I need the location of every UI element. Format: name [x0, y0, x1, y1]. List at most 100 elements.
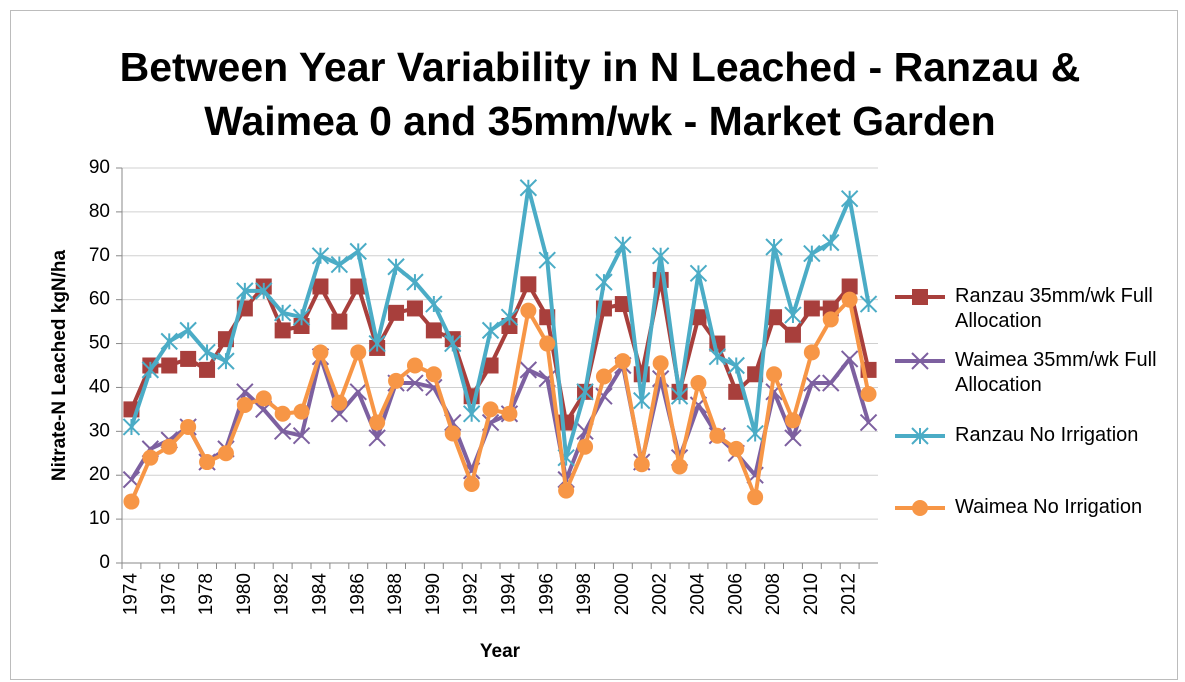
marker: [293, 403, 310, 420]
marker: [747, 489, 764, 506]
marker: [274, 405, 291, 422]
marker: [859, 413, 878, 432]
x-tick-label: 1994: [498, 573, 519, 616]
marker: [312, 278, 329, 295]
x-tick-label: 1998: [574, 573, 595, 615]
marker: [538, 251, 556, 269]
marker: [841, 278, 858, 295]
marker: [406, 357, 423, 374]
x-tick-label: 1974: [120, 573, 141, 616]
marker: [840, 190, 859, 208]
marker: [349, 383, 367, 401]
legend-label: Ranzau No Irrigation: [955, 424, 1139, 446]
marker: [444, 334, 462, 353]
y-tick-label: 50: [89, 333, 110, 354]
x-tick-label: 2000: [612, 573, 633, 615]
marker: [728, 440, 745, 457]
y-tick-label: 30: [89, 420, 110, 441]
marker: [727, 356, 745, 375]
marker: [912, 500, 928, 516]
x-tick-label: 2012: [839, 573, 860, 615]
marker: [180, 350, 197, 367]
y-tick-label: 40: [89, 376, 110, 397]
marker: [161, 438, 178, 455]
marker: [784, 306, 802, 324]
marker: [217, 352, 235, 370]
legend-label: Ranzau 35mm/wk Full Allocation: [955, 285, 1153, 332]
marker: [180, 418, 197, 435]
marker: [406, 374, 424, 392]
marker: [766, 366, 783, 383]
marker: [708, 348, 727, 366]
marker: [671, 458, 688, 475]
marker: [784, 412, 801, 429]
x-tick-label: 1984: [309, 573, 330, 616]
marker: [766, 309, 783, 326]
marker: [292, 308, 311, 326]
series-line: [129, 185, 871, 460]
marker: [331, 394, 348, 411]
x-tick-label: 1996: [536, 573, 557, 615]
marker: [841, 291, 858, 308]
y-tick-label: 80: [89, 201, 110, 222]
marker: [500, 308, 519, 326]
marker: [577, 438, 594, 455]
x-tick-label: 1990: [423, 573, 444, 615]
legend-label: Waimea No Irrigation: [955, 496, 1143, 518]
marker: [803, 344, 820, 361]
marker: [520, 302, 537, 319]
marker: [462, 405, 481, 423]
marker: [911, 352, 929, 370]
marker: [368, 334, 386, 353]
marker: [822, 311, 839, 328]
marker: [160, 332, 178, 351]
marker: [311, 247, 330, 265]
marker: [199, 454, 216, 471]
x-tick-label: 2004: [687, 573, 708, 616]
y-axis-label: Nitrate-N Leached kgN/ha: [49, 249, 70, 481]
series: [122, 179, 878, 467]
marker: [822, 233, 840, 252]
marker: [273, 304, 292, 322]
x-tick-label: 1976: [158, 573, 179, 615]
x-tick-label: 2002: [650, 573, 671, 615]
chart-frame: [10, 10, 1178, 680]
marker: [746, 424, 764, 443]
marker: [482, 401, 499, 418]
marker: [444, 425, 461, 442]
y-tick-label: 0: [99, 552, 110, 573]
marker: [217, 445, 234, 462]
marker: [860, 386, 877, 403]
x-tick-label: 2006: [725, 573, 746, 615]
marker: [142, 449, 159, 466]
marker: [369, 414, 386, 431]
marker: [690, 309, 707, 326]
x-tick-label: 1988: [385, 573, 406, 615]
series: [123, 291, 877, 510]
marker: [689, 264, 708, 283]
y-tick-label: 70: [89, 245, 110, 266]
x-tick-label: 1982: [272, 573, 293, 615]
series-line: [129, 277, 871, 425]
marker: [690, 375, 707, 392]
marker: [350, 278, 367, 295]
marker: [274, 322, 291, 339]
marker: [822, 374, 840, 392]
marker: [123, 493, 140, 510]
x-tick-label: 1992: [461, 573, 482, 615]
marker: [179, 321, 197, 340]
marker: [633, 456, 650, 473]
marker: [576, 383, 594, 401]
x-tick-label: 2008: [763, 573, 784, 615]
marker: [199, 361, 216, 378]
marker: [595, 368, 612, 385]
marker: [350, 344, 367, 361]
marker: [388, 372, 405, 389]
marker: [425, 366, 442, 383]
x-tick-label: 1986: [347, 573, 368, 615]
marker: [122, 418, 141, 436]
marker: [349, 242, 367, 261]
marker: [388, 304, 405, 321]
marker: [236, 282, 254, 300]
marker: [539, 335, 556, 352]
